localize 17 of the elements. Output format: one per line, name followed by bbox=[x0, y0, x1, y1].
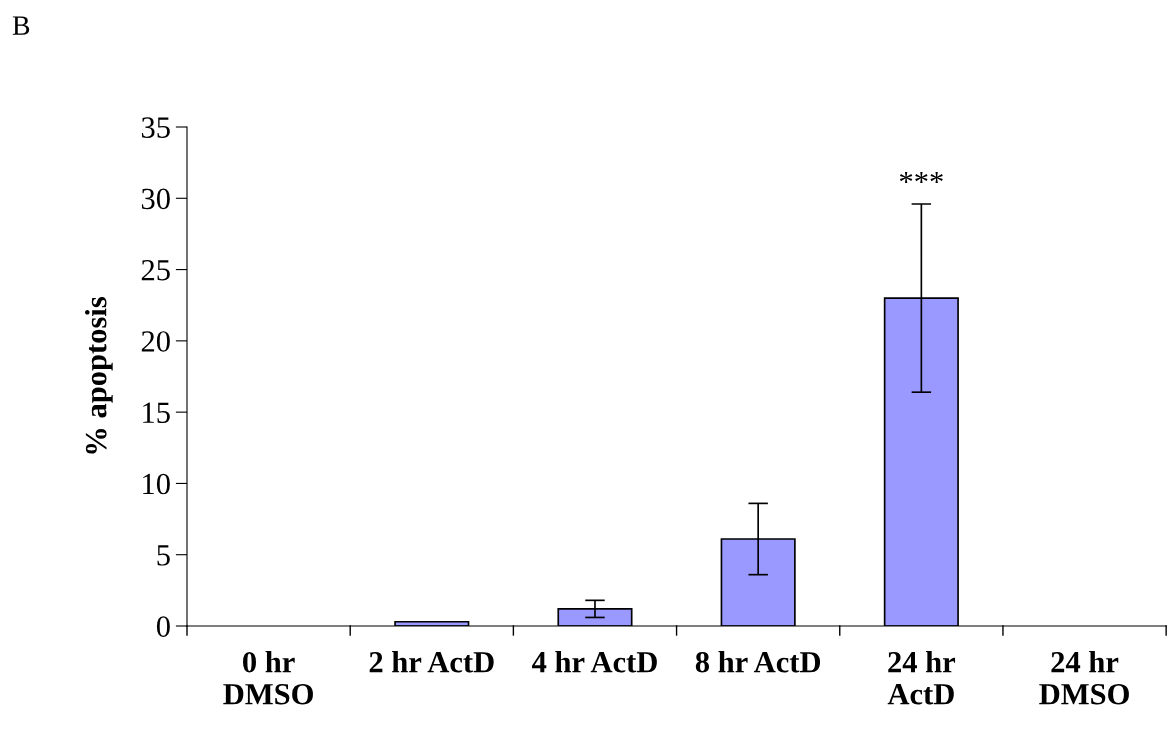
x-tick-label: 0 hr DMSO bbox=[223, 651, 313, 705]
y-tick-label: 35 bbox=[141, 117, 170, 138]
x-tick-label: 8 hr ActD bbox=[695, 651, 821, 673]
y-tick-label: 5 bbox=[157, 545, 170, 566]
y-tick-label: 30 bbox=[141, 188, 170, 210]
y-tick-label: 25 bbox=[141, 259, 170, 281]
x-tick-label: 24 hr ActD bbox=[887, 651, 956, 705]
text: B bbox=[12, 16, 30, 35]
y-tick-label: 20 bbox=[141, 331, 170, 352]
annotation: *** bbox=[899, 171, 943, 184]
y-axis-title: % apoptosis bbox=[84, 297, 113, 454]
y-tick-label: 15 bbox=[143, 402, 170, 424]
x-tick-label: 2 hr ActD bbox=[369, 651, 494, 673]
y-tick-label: 10 bbox=[143, 473, 170, 495]
x-tick-label: 24 hr DMSO bbox=[1039, 651, 1129, 705]
x-tick-label: 4 hr ActD bbox=[532, 651, 657, 673]
y-tick-label: 0 bbox=[156, 616, 170, 637]
